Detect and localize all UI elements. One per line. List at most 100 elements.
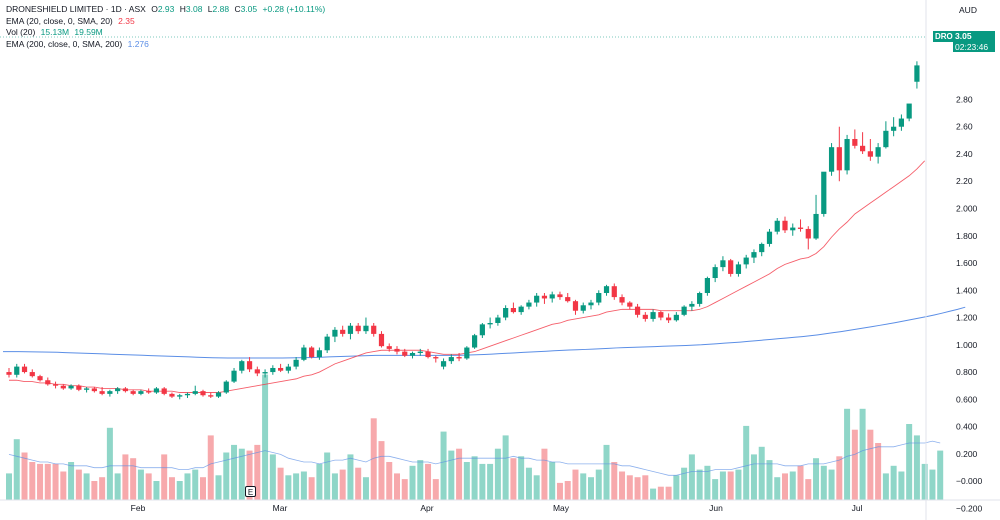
candle-body — [316, 350, 322, 358]
y-tick-label: 2.20 — [956, 176, 973, 186]
y-tick-label: 2.40 — [956, 149, 973, 159]
low-value: 2.88 — [212, 4, 230, 14]
y-tick-label: 2.80 — [956, 94, 973, 104]
volume-bar — [719, 471, 726, 500]
volume-bar — [417, 460, 424, 500]
volume-bar — [440, 431, 447, 500]
volume-bar — [882, 473, 889, 500]
candle-body — [231, 370, 237, 382]
volume-bar — [44, 463, 51, 500]
ema200-line — [3, 306, 966, 359]
candle-body — [425, 351, 431, 358]
candle-body — [495, 317, 501, 323]
volume-bar — [339, 469, 346, 500]
candle-body — [790, 227, 796, 231]
candle-body — [557, 294, 563, 298]
candle-body — [751, 252, 757, 258]
y-tick-label: 2.60 — [956, 122, 973, 132]
candle-body — [254, 369, 260, 374]
candle-body — [619, 297, 625, 303]
volume-bar — [875, 443, 882, 500]
x-tick-label: Mar — [273, 503, 288, 513]
volume-bar — [556, 482, 563, 500]
candle-body — [681, 306, 687, 315]
volume-bar — [153, 481, 160, 500]
legend-ema200-row[interactable]: EMA (200, close, 0, SMA, 200) 1.276 — [6, 39, 325, 51]
candle-body — [138, 391, 144, 394]
candle-body — [634, 306, 641, 315]
volume-bar — [200, 477, 206, 500]
volume-bar — [145, 473, 152, 500]
candle-body — [658, 312, 664, 318]
close-value: 3.05 — [240, 4, 258, 14]
volume-bar — [774, 477, 781, 500]
volume-bar — [300, 471, 307, 500]
volume-bar — [820, 465, 827, 500]
ema200-label: EMA (200, close, 0, SMA, 200) — [6, 38, 123, 49]
volume-bar — [921, 463, 928, 500]
volume-bar — [246, 450, 253, 500]
volume-bar — [743, 425, 750, 500]
volume-bar — [836, 456, 843, 500]
legend-ema20-row[interactable]: EMA (20, close, 0, SMA, 20) 2.35 — [6, 16, 325, 28]
volume-bar — [913, 435, 920, 500]
candle-body — [805, 228, 811, 239]
candle-body — [417, 351, 423, 353]
volume-bar — [859, 408, 866, 500]
volume-bar — [161, 454, 168, 500]
volume-bar — [789, 471, 796, 500]
candle-body — [766, 231, 773, 244]
earnings-event-marker[interactable]: E — [245, 486, 256, 497]
candle-body — [386, 346, 392, 349]
candle-body — [200, 391, 206, 396]
y-tick-label: 2.000 — [956, 204, 978, 214]
candle-body — [402, 351, 408, 356]
candle-body — [153, 388, 160, 393]
volume-bar — [91, 481, 98, 500]
volume-bar — [471, 456, 478, 500]
candle-body — [293, 359, 299, 367]
volume-bar — [99, 477, 106, 500]
volume-bar — [906, 424, 913, 500]
currency-selector[interactable]: AUD — [959, 5, 977, 15]
volume-bar — [502, 435, 509, 500]
legend-volume-row[interactable]: Vol (20) 15.13M 19.59M — [6, 27, 325, 39]
volume-bar — [758, 446, 765, 500]
candle-body — [526, 302, 532, 307]
candle-body — [836, 147, 842, 171]
volume-bar — [37, 463, 44, 500]
candle-body — [37, 376, 43, 381]
volume-bar — [626, 475, 633, 500]
y-tick-label: 1.400 — [956, 285, 978, 295]
candle-body — [91, 388, 97, 392]
ema200-value: 1.276 — [127, 38, 149, 49]
volume-bar — [549, 462, 556, 500]
candle-body — [184, 393, 191, 396]
volume-bar — [766, 460, 773, 500]
symbol-title[interactable]: DRONESHIELD LIMITED · 1D · ASX — [6, 4, 146, 14]
volume-bar — [122, 454, 129, 500]
volume-bar — [277, 467, 284, 500]
volume-bar — [681, 467, 688, 500]
ema20-value: 2.35 — [118, 15, 135, 26]
volume-bar — [130, 458, 137, 500]
candle-body — [844, 138, 850, 171]
candle-body — [743, 257, 749, 265]
volume-bar — [642, 475, 649, 500]
candle-body — [215, 392, 222, 397]
volume-bar — [828, 469, 835, 500]
candle-body — [821, 171, 827, 214]
x-tick-label: Feb — [131, 503, 146, 513]
candle-body — [60, 385, 66, 389]
high-label: H — [179, 4, 186, 14]
volume-bar — [929, 469, 936, 500]
candle-body — [479, 324, 485, 336]
volume-bar — [611, 462, 618, 500]
candle-body — [541, 295, 548, 299]
volume-bar — [525, 467, 532, 500]
candle-body — [340, 329, 346, 334]
candle-body — [472, 335, 478, 348]
candle-body — [503, 308, 509, 318]
